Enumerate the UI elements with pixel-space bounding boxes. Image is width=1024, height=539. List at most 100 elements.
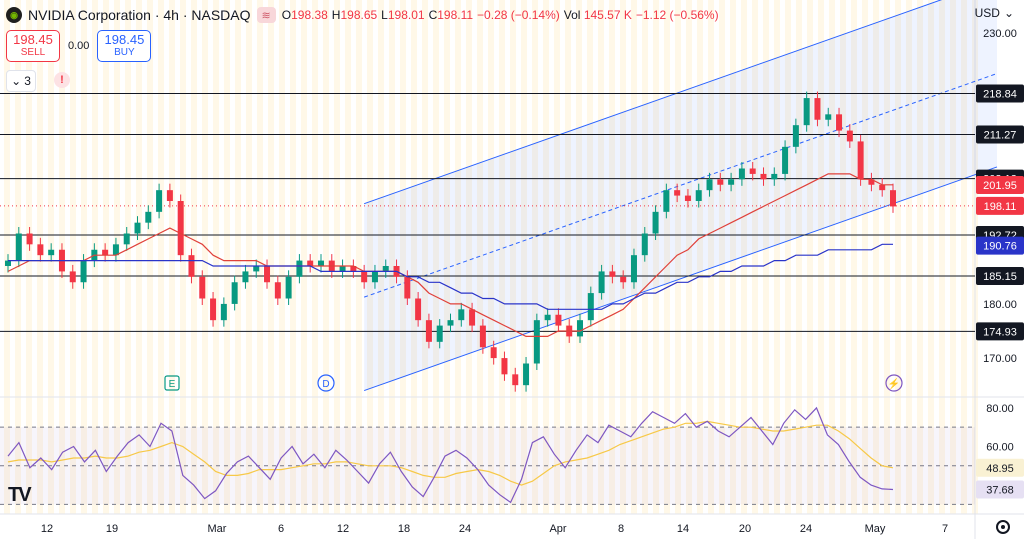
candle-body	[728, 179, 735, 185]
x-tick-label: 12	[337, 523, 349, 535]
spread-value: 0.00	[68, 40, 90, 52]
chevron-down-icon: ⌄	[11, 74, 22, 88]
rsi-ma-tag-label: 48.95	[986, 463, 1014, 475]
session-band	[345, 0, 351, 514]
candle-body	[48, 249, 55, 256]
candle-body	[479, 325, 486, 348]
candle-body	[26, 233, 33, 245]
session-band	[400, 0, 406, 514]
session-band	[565, 0, 571, 514]
candle-body	[123, 233, 130, 245]
rsi-band	[0, 427, 975, 505]
candle-body	[803, 98, 810, 126]
session-band	[26, 0, 32, 514]
indicators-toggle-button[interactable]: ⌄ 3	[6, 70, 36, 92]
session-band	[609, 0, 615, 514]
session-band	[961, 0, 967, 514]
session-band	[389, 0, 395, 514]
session-band	[70, 0, 76, 514]
session-band	[224, 0, 230, 514]
last-price-tag	[976, 196, 1024, 215]
dividend-icon	[317, 374, 335, 392]
session-band	[796, 0, 802, 514]
candle-body	[425, 320, 432, 342]
candle-body	[242, 271, 249, 283]
session-band	[653, 0, 659, 514]
candle-body	[598, 271, 605, 294]
session-band	[620, 0, 626, 514]
session-band	[433, 0, 439, 514]
candle-body	[490, 347, 497, 359]
wave-icon[interactable]: ≋	[256, 7, 276, 23]
candle-body	[544, 314, 551, 321]
warning-icon[interactable]: !	[54, 72, 70, 88]
candle-body	[868, 179, 875, 185]
x-tick-label: 18	[398, 523, 410, 535]
session-band	[202, 0, 208, 514]
session-band	[422, 0, 428, 514]
candle-body	[469, 309, 476, 326]
buy-button[interactable]: 198.45 BUY	[97, 30, 152, 62]
session-band	[444, 0, 450, 514]
candle-body	[231, 282, 238, 304]
rsi-line	[7, 406, 894, 504]
session-band	[950, 0, 956, 514]
symbol-header: ◉ NVIDIA Corporation · 4h · NASDAQ ≋ O19…	[6, 4, 719, 26]
tradingview-logo[interactable]: TV	[8, 484, 32, 506]
ma-fast-tag-label: 201.95	[983, 180, 1017, 192]
candle-body	[749, 168, 756, 174]
session-band	[675, 0, 681, 514]
candle-body	[717, 179, 724, 185]
session-band	[312, 0, 318, 514]
session-band	[488, 0, 494, 514]
ma-slow-tag-label: 190.76	[983, 241, 1017, 253]
currency-selector[interactable]: USD ⌄	[974, 6, 1014, 20]
session-band	[158, 0, 164, 514]
session-band	[180, 0, 186, 514]
candle-body	[609, 271, 616, 277]
candle-body	[253, 266, 260, 272]
session-band	[411, 0, 417, 514]
gear-icon[interactable]	[996, 520, 1010, 534]
trade-panel: 198.45 SELL 0.00 198.45 BUY	[6, 30, 152, 62]
candle-body	[69, 271, 76, 283]
level-label: 174.93	[983, 326, 1017, 338]
candle-body	[760, 173, 767, 180]
session-band	[664, 0, 670, 514]
candle-body	[382, 266, 389, 272]
session-band	[587, 0, 593, 514]
x-tick-label: 6	[278, 523, 284, 535]
session-band	[477, 0, 483, 514]
session-band	[917, 0, 923, 514]
candle-body	[512, 374, 519, 386]
candle-body	[771, 173, 778, 180]
session-band	[741, 0, 747, 514]
rsi-ma-tag	[976, 458, 1024, 477]
level-tag	[976, 84, 1024, 103]
session-band	[576, 0, 582, 514]
session-band	[125, 0, 131, 514]
chevron-down-icon: ⌄	[1003, 6, 1014, 20]
candle-body	[210, 298, 217, 321]
session-band	[829, 0, 835, 514]
session-band	[939, 0, 945, 514]
candle-body	[447, 320, 454, 326]
candle-body	[577, 320, 584, 337]
session-band	[235, 0, 241, 514]
session-band	[378, 0, 384, 514]
x-tick-label: Mar	[208, 523, 227, 535]
candle-body	[555, 314, 562, 326]
x-tick-label: 24	[800, 523, 812, 535]
session-band	[862, 0, 868, 514]
channel-fill	[364, 0, 997, 391]
rsi-y-tick-label: 80.00	[986, 403, 1014, 415]
candle-body	[879, 184, 886, 191]
symbol-title[interactable]: NVIDIA Corporation · 4h · NASDAQ	[28, 7, 251, 23]
session-band	[554, 0, 560, 514]
sell-button[interactable]: 198.45 SELL	[6, 30, 60, 62]
x-tick-label: May	[865, 523, 886, 535]
lightning-icon-label: ⚡	[888, 377, 900, 390]
session-band	[532, 0, 538, 514]
session-band	[521, 0, 527, 514]
